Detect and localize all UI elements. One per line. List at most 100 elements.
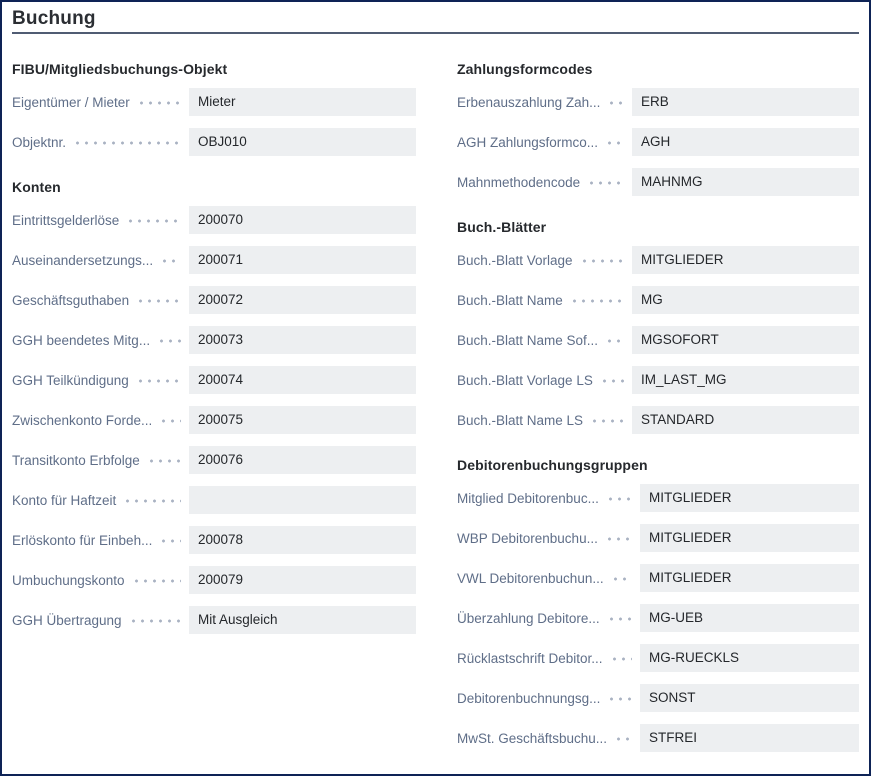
form-field-row: Konto für Haftzeit [12,486,416,514]
field-input-wbp-debitorenbuchu[interactable]: MITGLIEDER [640,524,859,552]
dotted-leader [126,217,181,225]
dotted-leader [73,139,181,147]
form-field-row: VWL Debitorenbuchun... MITGLIEDER [457,564,859,592]
field-input-ggh-teilkündigung[interactable]: 200074 [189,366,416,394]
field-input-umbuchungskonto[interactable]: 200079 [189,566,416,594]
form-field-row: Debitorenbuchnungsg... SONST [457,684,859,712]
form-column: FIBU/Mitgliedsbuchungs-Objekt Eigentümer … [12,50,416,646]
field-input-auseinandersetzungs[interactable]: 200071 [189,246,416,274]
field-label-eigentümer-mieter: Eigentümer / Mieter [12,94,130,110]
section-title: Zahlungsformcodes [457,61,593,77]
dotted-leader [159,537,181,545]
form-field-row: Überzahlung Debitore... MG-UEB [457,604,859,632]
field-label-zwischenkonto-forde: Zwischenkonto Forde... [12,412,153,428]
dotted-leader [590,417,624,425]
field-label-eintrittsgelderlöse: Eintrittsgelderlöse [12,212,120,228]
field-label-debitorenbuchnungsg: Debitorenbuchnungsg... [457,690,601,706]
field-input-buch-blatt-name[interactable]: MG [632,286,859,314]
dotted-leader [123,497,181,505]
page-title: Buchung [12,2,859,34]
dotted-leader [136,297,181,305]
field-label-vwl-debitorenbuchun: VWL Debitorenbuchun... [457,570,604,586]
field-input-geschäftsguthaben[interactable]: 200072 [189,286,416,314]
form-field-row: GGH Teilkündigung 200074 [12,366,416,394]
dotted-leader [604,535,632,543]
field-label-wbp-debitorenbuchu: WBP Debitorenbuchu... [457,530,598,546]
dotted-leader [587,179,624,187]
field-input-ggh-übertragung[interactable]: Mit Ausgleich [189,606,416,634]
dotted-leader [159,417,181,425]
dotted-leader [160,257,181,265]
form-field-row: Eintrittsgelderlöse 200070 [12,206,416,234]
field-input-objektnr[interactable]: OBJ010 [189,128,416,156]
form-field-row: Erbenauszahlung Zah... ERB [457,88,859,116]
field-label-buch-blatt-vorlage-ls: Buch.-Blatt Vorlage LS [457,372,593,388]
form-section-zahlungsformcodes: Zahlungsformcodes Erbenauszahlung Zah... E… [457,50,859,208]
field-label-mahnmethodencode: Mahnmethodencode [457,174,581,190]
field-label-erlöskonto-für-einbeh: Erlöskonto für Einbeh... [12,532,153,548]
form-field-row: Eigentümer / Mieter Mieter [12,88,416,116]
form-section-buch-blätter: Buch.-Blätter Buch.-Blatt Vorlage MITGLIED… [457,208,859,446]
field-input-transitkonto-erbfolge[interactable]: 200076 [189,446,416,474]
section-title: FIBU/Mitgliedsbuchungs-Objekt [12,61,228,77]
dotted-leader [605,337,624,345]
field-label-buch-blatt-vorlage: Buch.-Blatt Vorlage [457,252,573,268]
field-label-ggh-teilkündigung: GGH Teilkündigung [12,372,129,388]
field-label-objektnr: Objektnr. [12,134,67,150]
field-input-ggh-beendetes-mitg[interactable]: 200073 [189,326,416,354]
form-field-row: Mahnmethodencode MAHNMG [457,168,859,196]
field-input-eigentümer-mieter[interactable]: Mieter [189,88,416,116]
dotted-leader [614,735,632,743]
field-label-buch-blatt-name-sof: Buch.-Blatt Name Sof... [457,332,599,348]
field-label-konto-für-haftzeit: Konto für Haftzeit [12,492,117,508]
field-input-mwst-geschäftsbuchu[interactable]: STFREI [640,724,859,752]
form-field-row: Buch.-Blatt Name MG [457,286,859,314]
dotted-leader [606,615,632,623]
field-input-vwl-debitorenbuchun[interactable]: MITGLIEDER [640,564,859,592]
field-label-transitkonto-erbfolge: Transitkonto Erbfolge [12,452,140,468]
field-label-mitglied-debitorenbuc: Mitglied Debitorenbuc... [457,490,599,506]
field-input-erlöskonto-für-einbeh[interactable]: 200078 [189,526,416,554]
form-field-row: Rücklastschrift Debitor... MG-RUECKLS [457,644,859,672]
form-field-row: Auseinandersetzungs... 200071 [12,246,416,274]
field-label-buch-blatt-name: Buch.-Blatt Name [457,292,563,308]
dotted-leader [607,695,632,703]
dotted-leader [605,495,632,503]
form-column: Zahlungsformcodes Erbenauszahlung Zah... E… [457,50,859,764]
form-field-row: Objektnr. OBJ010 [12,128,416,156]
dotted-leader [157,337,181,345]
section-title: Konten [12,179,61,195]
form-field-row: Transitkonto Erbfolge 200076 [12,446,416,474]
field-input-debitorenbuchnungsg[interactable]: SONST [640,684,859,712]
form-field-row: Geschäftsguthaben 200072 [12,286,416,314]
field-input-eintrittsgelderlöse[interactable]: 200070 [189,206,416,234]
field-label-geschäftsguthaben: Geschäftsguthaben [12,292,130,308]
field-input-buch-blatt-name-sof[interactable]: MGSOFORT [632,326,859,354]
section-title: Debitorenbuchungsgruppen [457,457,648,473]
form-section-konten: Konten Eintrittsgelderlöse 200070 Auseinand… [12,168,416,646]
dotted-leader [599,377,624,385]
field-input-buch-blatt-vorlage-ls[interactable]: IM_LAST_MG [632,366,859,394]
form-field-row: Zwischenkonto Forde... 200075 [12,406,416,434]
field-input-agh-zahlungsformco[interactable]: AGH [632,128,859,156]
field-label-agh-zahlungsformco: AGH Zahlungsformco... [457,134,599,150]
field-input-mahnmethodencode[interactable]: MAHNMG [632,168,859,196]
field-input-überzahlung-debitore[interactable]: MG-UEB [640,604,859,632]
field-input-buch-blatt-name-ls[interactable]: STANDARD [632,406,859,434]
field-input-buch-blatt-vorlage[interactable]: MITGLIEDER [632,246,859,274]
field-input-mitglied-debitorenbuc[interactable]: MITGLIEDER [640,484,859,512]
form-field-row: MwSt. Geschäftsbuchu... STFREI [457,724,859,752]
dotted-leader [135,377,181,385]
field-input-konto-für-haftzeit[interactable] [189,486,416,514]
dotted-leader [605,139,624,147]
field-input-zwischenkonto-forde[interactable]: 200075 [189,406,416,434]
field-label-buch-blatt-name-ls: Buch.-Blatt Name LS [457,412,584,428]
form-field-row: Erlöskonto für Einbeh... 200078 [12,526,416,554]
field-label-rücklastschrift-debitor: Rücklastschrift Debitor... [457,650,603,666]
field-label-auseinandersetzungs: Auseinandersetzungs... [12,252,154,268]
field-input-erbenauszahlung-zah[interactable]: ERB [632,88,859,116]
form-field-row: Buch.-Blatt Vorlage LS IM_LAST_MG [457,366,859,394]
field-input-rücklastschrift-debitor[interactable]: MG-RUECKLS [640,644,859,672]
dotted-leader [131,577,181,585]
